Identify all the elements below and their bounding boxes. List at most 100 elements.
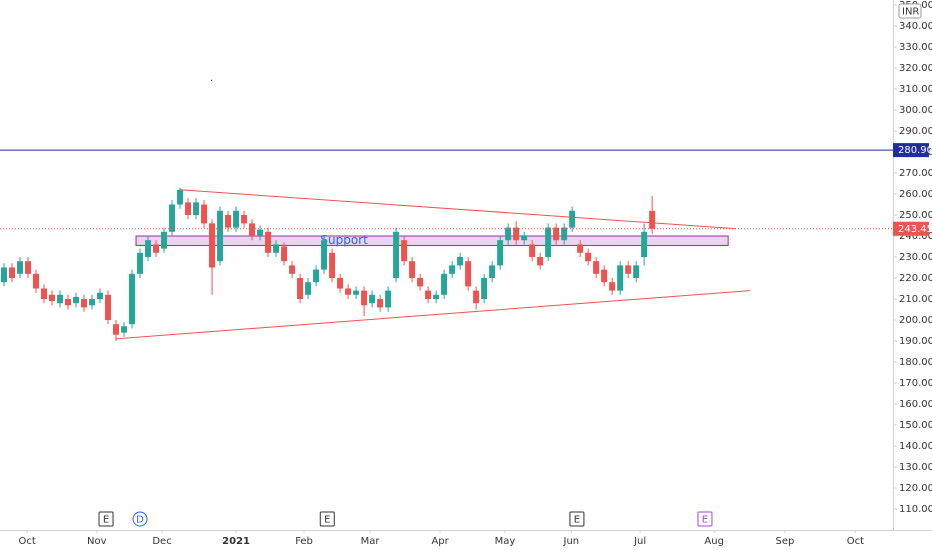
candle-body	[361, 290, 368, 306]
y-tick-label: 150.00	[899, 420, 932, 431]
event-label: E	[574, 515, 580, 526]
event-badge	[319, 511, 335, 527]
candle-body	[233, 210, 240, 228]
candle-body	[153, 244, 160, 253]
y-tick-label: 320.00	[899, 63, 932, 74]
candle-body	[41, 288, 48, 299]
candle-body	[305, 282, 312, 295]
candle-body	[433, 294, 440, 299]
candle-body	[529, 244, 536, 257]
candle-body	[337, 277, 344, 289]
x-tick-label: Mar	[361, 536, 381, 547]
event-label: E	[702, 515, 708, 526]
x-tick-label: 2021	[222, 536, 250, 547]
hline-label: 280.90	[898, 145, 932, 156]
candle-body	[369, 294, 376, 304]
candle-body	[377, 298, 384, 308]
candle-body	[57, 294, 64, 304]
candle-body	[313, 269, 320, 283]
candle-body	[65, 298, 72, 306]
x-tick-label: Feb	[295, 536, 313, 547]
y-tick-label: 340.00	[899, 21, 932, 32]
candle-body	[417, 277, 424, 287]
candle-body	[601, 269, 608, 283]
y-tick-label: 230.00	[899, 252, 932, 263]
dot: .	[210, 73, 213, 84]
x-tick-label: Nov	[87, 536, 107, 547]
event-label: E	[324, 515, 330, 526]
candle-body	[33, 273, 40, 289]
event-label: E	[103, 515, 109, 526]
candle-body	[553, 227, 560, 241]
candle-body	[625, 265, 632, 274]
candle-body	[633, 265, 640, 278]
candle-body	[137, 252, 144, 274]
currency-label: INR	[902, 7, 919, 18]
event-marker: E	[98, 511, 114, 527]
y-tick-label: 110.00	[899, 504, 932, 515]
event-marker: D	[132, 511, 148, 527]
candle-body	[25, 261, 32, 274]
candle-body	[225, 214, 232, 228]
event-badge	[569, 511, 585, 527]
candle-body	[321, 240, 328, 270]
trendline	[115, 290, 751, 340]
candle-body	[1, 267, 8, 283]
x-tick-label: Sep	[776, 536, 795, 547]
y-tick-label: 220.00	[899, 273, 932, 284]
event-label: D	[136, 515, 144, 526]
event-badge	[132, 511, 148, 527]
candle-body	[185, 202, 192, 215]
event-marker: E	[319, 511, 335, 527]
x-tick-label: May	[495, 536, 516, 547]
y-tick-label: 210.00	[899, 294, 932, 305]
hline-badge	[893, 143, 929, 158]
y-tick-label: 120.00	[899, 483, 932, 494]
y-tick-label: 160.00	[899, 399, 932, 410]
y-tick-label: 200.00	[899, 315, 932, 326]
candle-body	[289, 265, 296, 274]
candle-body	[113, 324, 120, 335]
candle-body	[169, 204, 176, 232]
candle-body	[129, 273, 136, 325]
candle-body	[17, 261, 24, 274]
candle-body	[465, 261, 472, 287]
candle-body	[297, 277, 304, 299]
x-tick-label: Dec	[152, 536, 171, 547]
candle-body	[97, 292, 104, 299]
y-tick-label: 170.00	[899, 378, 932, 389]
x-tick-label: Oct	[847, 536, 864, 547]
candle-body	[265, 231, 272, 253]
candle-body	[537, 256, 544, 266]
candle-body	[105, 294, 112, 320]
candle-body	[425, 290, 432, 299]
support-zone	[135, 235, 729, 246]
event-marker: E	[569, 511, 585, 527]
candle-body	[73, 296, 80, 304]
candle-body	[577, 244, 584, 253]
trendline	[180, 189, 736, 230]
y-tick-label: 260.00	[899, 189, 932, 200]
candle-body	[393, 231, 400, 278]
candle-body	[457, 256, 464, 266]
candle-body	[89, 298, 96, 306]
candle-body	[9, 267, 16, 278]
y-tick-label: 190.00	[899, 336, 932, 347]
candle-body	[561, 227, 568, 241]
candle-body	[241, 214, 248, 224]
candle-body	[145, 240, 152, 257]
candle-body	[401, 240, 408, 262]
y-tick-label: 130.00	[899, 462, 932, 473]
candle-body	[449, 265, 456, 274]
x-tick-label: Oct	[19, 536, 36, 547]
candle-body	[353, 290, 360, 295]
candle-body	[121, 326, 128, 333]
candle-body	[249, 223, 256, 236]
x-tick-label: Aug	[704, 536, 724, 547]
x-tick-label: Apr	[431, 536, 449, 547]
x-tick-label: Jul	[633, 536, 646, 547]
candle-body	[521, 235, 528, 241]
candle-body	[513, 227, 520, 241]
candle-body	[409, 261, 416, 278]
